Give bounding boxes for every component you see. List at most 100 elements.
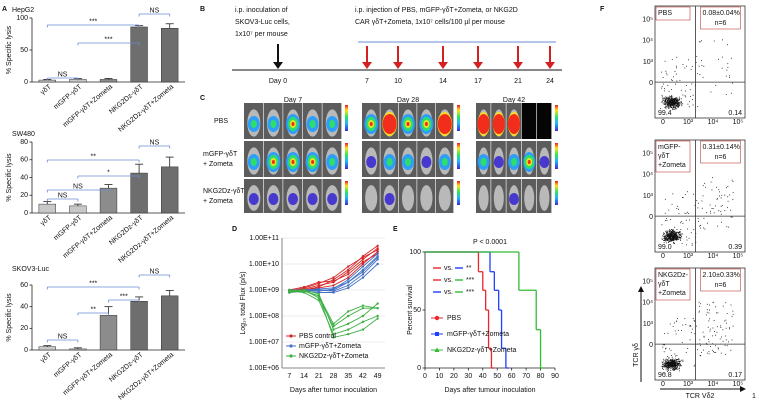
y-tick-label: 10⁴ — [642, 38, 653, 45]
event — [727, 200, 729, 202]
event — [689, 339, 691, 341]
event — [662, 368, 664, 370]
bar — [69, 348, 87, 351]
event — [666, 101, 668, 103]
event — [680, 229, 682, 231]
y-tick-label: 10³ — [643, 59, 654, 66]
event — [731, 179, 733, 181]
point — [347, 322, 350, 326]
event — [673, 98, 675, 100]
event — [668, 209, 670, 211]
y-tick-label: 80 — [20, 139, 28, 146]
point — [347, 265, 350, 268]
event — [676, 365, 678, 367]
event — [669, 97, 671, 99]
event — [675, 98, 677, 100]
event — [680, 222, 682, 224]
event — [669, 100, 671, 102]
event — [693, 365, 695, 367]
event — [728, 226, 730, 228]
event — [668, 234, 670, 236]
event — [672, 238, 674, 240]
event — [677, 105, 679, 107]
event — [667, 99, 669, 101]
event — [668, 90, 670, 92]
event — [665, 99, 667, 101]
event — [718, 191, 720, 193]
event — [685, 244, 687, 246]
point — [361, 262, 365, 266]
event — [675, 238, 677, 240]
color-scale — [555, 143, 558, 169]
event — [673, 106, 675, 108]
event — [687, 211, 689, 213]
event — [668, 241, 670, 243]
event — [676, 234, 678, 236]
event — [673, 366, 675, 368]
event — [715, 351, 717, 353]
event — [702, 185, 704, 187]
quadrant-value: 99.4 — [658, 110, 672, 117]
point — [376, 314, 379, 318]
bar — [130, 301, 148, 351]
event — [674, 97, 676, 99]
bar — [130, 26, 148, 83]
arrow-head — [393, 62, 403, 69]
stat-label: 0.31±0.14% — [703, 144, 740, 151]
event — [689, 95, 691, 97]
event — [675, 320, 677, 322]
event — [693, 229, 695, 231]
event — [662, 366, 664, 368]
y-tick-label: 10⁵ — [642, 16, 653, 23]
event — [671, 98, 673, 100]
significance-label: NS — [73, 183, 83, 190]
comparison-stars: *** — [466, 277, 474, 284]
event — [675, 83, 677, 85]
point — [347, 314, 350, 318]
significance-label: *** — [104, 36, 112, 43]
event — [670, 239, 672, 241]
event — [678, 104, 680, 106]
event — [699, 225, 701, 227]
bar — [69, 205, 87, 214]
event — [674, 360, 676, 362]
x-tick-label: 0 — [661, 119, 665, 126]
signal — [311, 160, 315, 164]
event — [694, 320, 696, 322]
y-tick-label: 0 — [649, 214, 653, 221]
event — [665, 230, 667, 232]
event — [679, 370, 681, 372]
x-tick-label: γδT — [39, 351, 53, 364]
signal — [329, 158, 336, 166]
event — [671, 79, 673, 81]
event — [668, 102, 670, 104]
event — [706, 212, 708, 214]
event — [665, 347, 667, 349]
arrow-head — [513, 62, 523, 69]
event — [688, 237, 690, 239]
event — [732, 192, 734, 194]
event — [675, 361, 677, 363]
legend-label: mGFP-γδT+Zometa — [447, 331, 509, 338]
event — [665, 217, 667, 219]
x-tick-label: NKG2Dz-γδT+Zometa — [117, 215, 175, 265]
row-label: PBS — [214, 118, 228, 125]
comparison-text: vs. — [444, 289, 453, 296]
event — [676, 205, 678, 207]
event — [674, 355, 676, 357]
event — [720, 326, 722, 328]
point — [361, 273, 365, 276]
point — [361, 268, 365, 271]
signal — [309, 120, 316, 128]
event — [680, 239, 682, 241]
event — [708, 341, 710, 343]
event — [668, 363, 670, 365]
event — [680, 102, 682, 104]
x-tick-label: 10⁴ — [708, 381, 719, 388]
event — [672, 364, 674, 366]
y-tick-label: 10³ — [643, 321, 654, 328]
x-tick-label: mGFP-γδT — [53, 351, 84, 379]
event — [701, 200, 703, 202]
mouse-body — [478, 185, 489, 211]
event — [666, 237, 668, 239]
